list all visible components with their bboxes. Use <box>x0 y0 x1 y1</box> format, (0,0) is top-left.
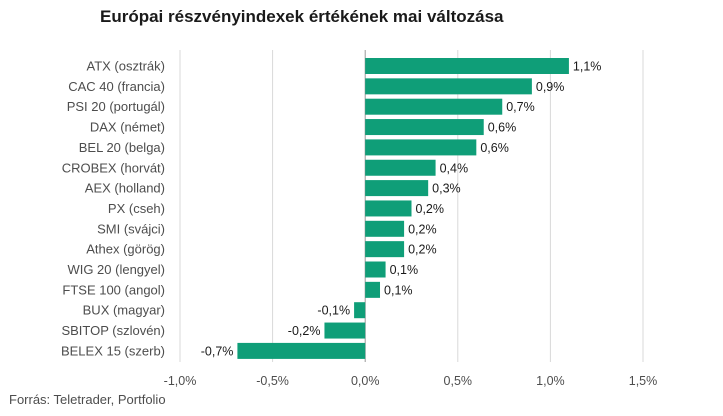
x-tick-label: 0,0% <box>351 374 380 388</box>
value-label: 0,2% <box>408 243 437 257</box>
value-label: 0,1% <box>384 283 413 297</box>
value-label: 1,1% <box>573 60 602 74</box>
value-label: -0,2% <box>288 324 321 338</box>
category-label: PSI 20 (portugál) <box>67 99 165 114</box>
category-label: SMI (svájci) <box>97 221 165 236</box>
category-label: ATX (osztrák) <box>87 59 166 74</box>
value-label: 0,9% <box>536 80 565 94</box>
category-label: CROBEX (horvát) <box>62 160 165 175</box>
category-label: BUX (magyar) <box>83 303 165 318</box>
x-tick-label: -1,0% <box>164 374 197 388</box>
bar <box>365 241 405 258</box>
category-label: WIG 20 (lengyel) <box>67 262 165 277</box>
value-label: -0,1% <box>317 304 350 318</box>
category-label: BEL 20 (belga) <box>79 140 165 155</box>
value-label: -0,7% <box>201 344 234 358</box>
bar <box>365 200 412 217</box>
bar <box>365 159 436 176</box>
x-tick-label: -0,5% <box>256 374 289 388</box>
category-label: PX (cseh) <box>108 201 165 216</box>
value-label: 0,1% <box>390 263 419 277</box>
bar <box>324 322 366 339</box>
bar <box>365 78 532 95</box>
bar <box>237 342 366 359</box>
category-labels: ATX (osztrák) CAC 40 (francia) PSI 20 (por… <box>61 59 165 359</box>
bar <box>365 220 405 237</box>
category-label: CAC 40 (francia) <box>68 79 165 94</box>
bar <box>365 139 477 156</box>
x-axis-ticks: -1,0% -0,5% 0,0% 0,5% 1,0% 1,5% <box>164 374 658 388</box>
bar <box>365 261 386 278</box>
value-label: 0,2% <box>408 222 437 236</box>
value-label: 0,6% <box>480 141 509 155</box>
bar <box>365 119 484 136</box>
value-label: 0,4% <box>440 161 469 175</box>
bar <box>365 98 503 115</box>
category-label: BELEX 15 (szerb) <box>61 343 165 358</box>
bar <box>365 281 381 298</box>
category-label: Athex (görög) <box>86 242 165 257</box>
category-label: SBITOP (szlovén) <box>61 323 165 338</box>
category-label: FTSE 100 (angol) <box>62 282 165 297</box>
value-label: 0,3% <box>432 182 461 196</box>
source-note: Forrás: Teletrader, Portfolio <box>9 392 166 407</box>
value-label: 0,7% <box>506 100 535 114</box>
value-label: 0,6% <box>488 121 517 135</box>
value-labels: 1,1% 0,9%0,7% 0,6% 0,6% 0,4% 0,3% 0,2% 0,2% 0,2%… <box>201 60 602 359</box>
chart-title: Európai részvényindexek értékének mai vá… <box>100 7 504 26</box>
bar <box>365 58 569 74</box>
x-tick-label: 1,5% <box>629 374 658 388</box>
category-label: DAX (német) <box>90 120 165 135</box>
bar <box>354 302 366 319</box>
category-label: AEX (holland) <box>85 181 165 196</box>
x-tick-label: 0,5% <box>444 374 473 388</box>
value-label: 0,2% <box>416 202 445 216</box>
bar <box>365 180 429 197</box>
bars <box>237 58 569 359</box>
x-tick-label: 1,0% <box>536 374 565 388</box>
